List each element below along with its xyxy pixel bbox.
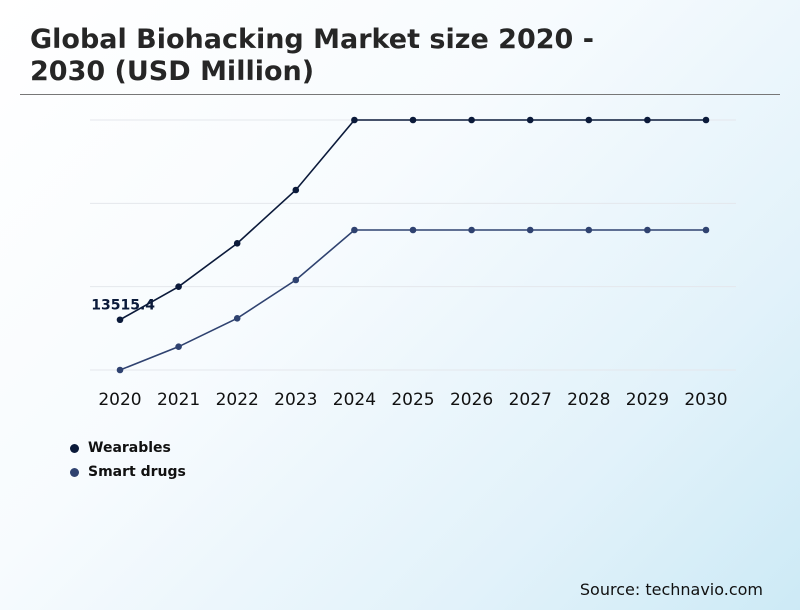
x-tick-label: 2025 [391, 390, 434, 410]
x-tick-label: 2030 [684, 390, 727, 410]
legend: Wearables Smart drugs [70, 436, 186, 484]
x-tick-label: 2023 [274, 390, 317, 410]
data-point [351, 226, 358, 234]
legend-item-wearables: Wearables [70, 436, 186, 460]
data-point [233, 240, 241, 247]
data-point [351, 116, 358, 124]
data-point [585, 116, 593, 124]
legend-item-smart-drugs: Smart drugs [70, 460, 186, 484]
data-point [292, 186, 300, 194]
data-point [526, 226, 534, 234]
data-point [116, 316, 124, 324]
x-tick-label: 2020 [98, 390, 141, 410]
legend-marker-wearables [70, 443, 79, 453]
series-line-1 [119, 229, 706, 371]
series-line-0 [119, 119, 706, 321]
data-point [409, 116, 417, 124]
chart-title: Global Biohacking Market size 2020 - 203… [30, 24, 594, 87]
data-point [644, 116, 651, 124]
data-point [292, 276, 300, 284]
title-divider [20, 94, 780, 95]
x-tick-label: 2028 [567, 390, 610, 410]
data-point [175, 283, 182, 290]
data-point [702, 226, 710, 234]
data-point [526, 116, 534, 124]
data-point [702, 116, 710, 124]
legend-label-wearables: Wearables [88, 440, 171, 456]
source-credit: Source: technavio.com [579, 580, 763, 599]
data-point [468, 226, 475, 234]
data-point [175, 343, 182, 350]
data-label: 13515.4 [91, 298, 155, 314]
x-tick-label: 2022 [216, 390, 259, 410]
x-tick-label: 2029 [626, 390, 669, 410]
data-point [233, 315, 241, 322]
data-point [644, 226, 651, 234]
legend-label-smart-drugs: Smart drugs [88, 464, 186, 480]
x-tick-label: 2027 [509, 390, 552, 410]
data-point [409, 226, 417, 234]
data-point [585, 226, 593, 234]
x-tick-label: 2021 [157, 390, 200, 410]
data-point [116, 366, 124, 374]
x-tick-label: 2026 [450, 390, 493, 410]
legend-marker-smart-drugs [70, 467, 79, 477]
x-tick-label: 2024 [333, 390, 376, 410]
data-point [468, 116, 475, 124]
